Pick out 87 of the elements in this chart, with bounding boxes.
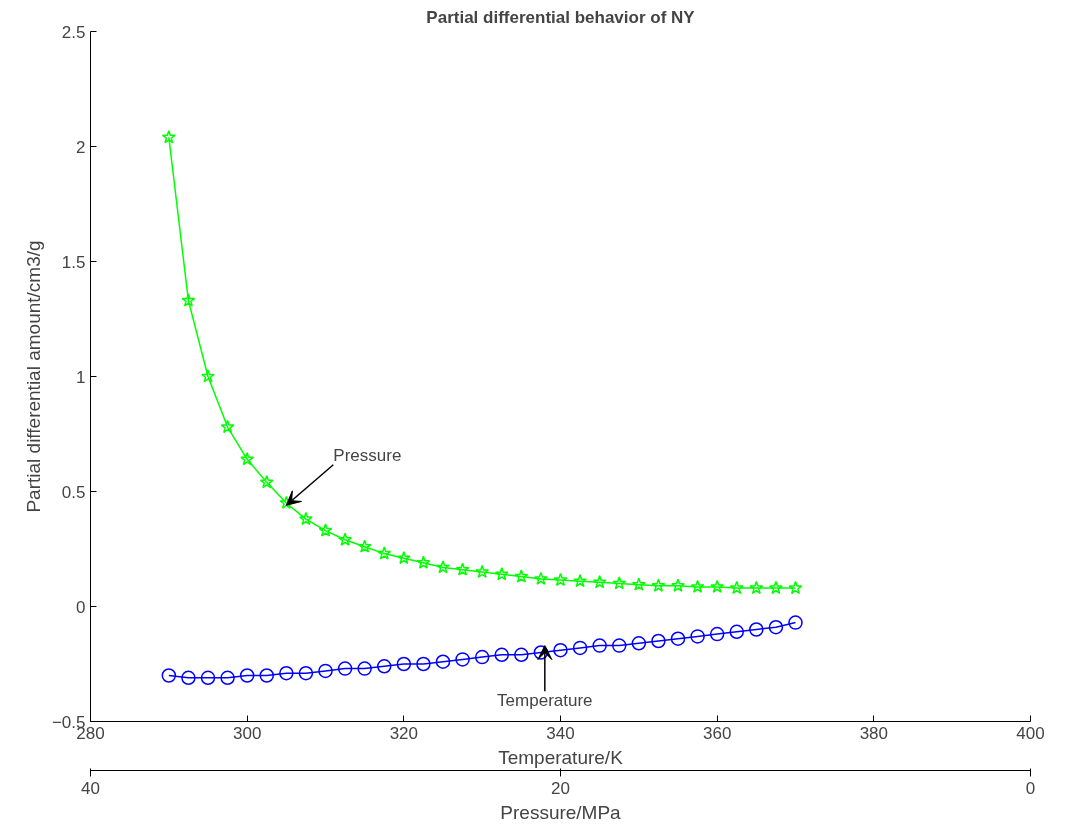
point [240,452,255,466]
x2-tick-label: 0 [1025,778,1036,798]
point [612,576,627,590]
point [259,475,274,489]
y-tick-label: 2.5 [61,22,86,42]
point [377,659,392,674]
point [474,649,490,665]
x-tick-label: 360 [702,723,732,743]
x2-tick-label: 20 [551,778,570,798]
point [161,668,177,683]
point [279,495,294,510]
point [710,579,725,593]
point [514,647,529,663]
point [690,579,705,593]
point [651,633,666,649]
point [455,562,470,576]
point [749,580,764,595]
point [788,615,803,630]
point [671,578,685,592]
point [357,539,372,553]
point [298,665,314,681]
x-tick-label: 340 [546,723,575,743]
point [318,663,333,679]
point [533,571,548,585]
point [553,572,568,587]
point [377,546,392,560]
point [436,560,450,574]
y-tick-label: 1 [76,367,86,387]
x2-axis-title: Pressure/MPa [500,801,622,823]
point [592,638,607,653]
point [416,555,431,569]
annotation: Temperature [497,691,593,711]
point [338,532,353,546]
point [612,638,627,653]
x-tick-label: 380 [859,723,889,743]
y-tick-label: 0.5 [61,482,86,502]
y-tick-label: 1.5 [61,252,86,272]
point [181,670,196,686]
point [318,523,333,537]
point [749,622,764,637]
x-axis-title: Temperature/K [498,746,624,768]
point [533,645,549,660]
point [181,293,196,307]
point [279,665,294,681]
point [631,577,646,591]
point [357,661,372,676]
chart-title: Partial differential behavior of NY [426,7,696,27]
annotation: Pressure [333,445,402,465]
point [396,550,411,565]
point [220,419,235,434]
point [729,624,744,640]
point [337,661,353,676]
point [768,619,784,635]
point [651,578,666,592]
point [200,670,216,686]
point [396,656,412,672]
point [709,626,725,642]
point [416,656,431,672]
point [553,642,568,658]
y-axis-title: Partial differential amount/cm3/g [22,240,44,513]
point [475,564,490,579]
point [631,636,647,651]
point [729,580,744,595]
point [220,670,235,686]
x-tick-label: 300 [232,723,262,743]
point [259,668,274,683]
x-tick-label: 400 [1016,723,1045,743]
point [201,369,215,383]
point [514,569,529,583]
point [572,640,588,656]
point [494,567,509,581]
point [494,647,509,663]
point [239,668,255,683]
point [592,575,607,589]
point [690,629,705,644]
y-tick-label: 2 [76,137,86,157]
x-tick-label: 320 [389,723,419,743]
point [768,580,783,595]
x2-tick-label: 40 [81,778,100,798]
point [298,511,313,526]
y-tick-label: 0 [76,597,86,617]
point [435,654,451,669]
point [455,652,470,667]
point [788,580,803,595]
point [670,631,686,646]
point [161,130,176,144]
point [573,573,588,588]
